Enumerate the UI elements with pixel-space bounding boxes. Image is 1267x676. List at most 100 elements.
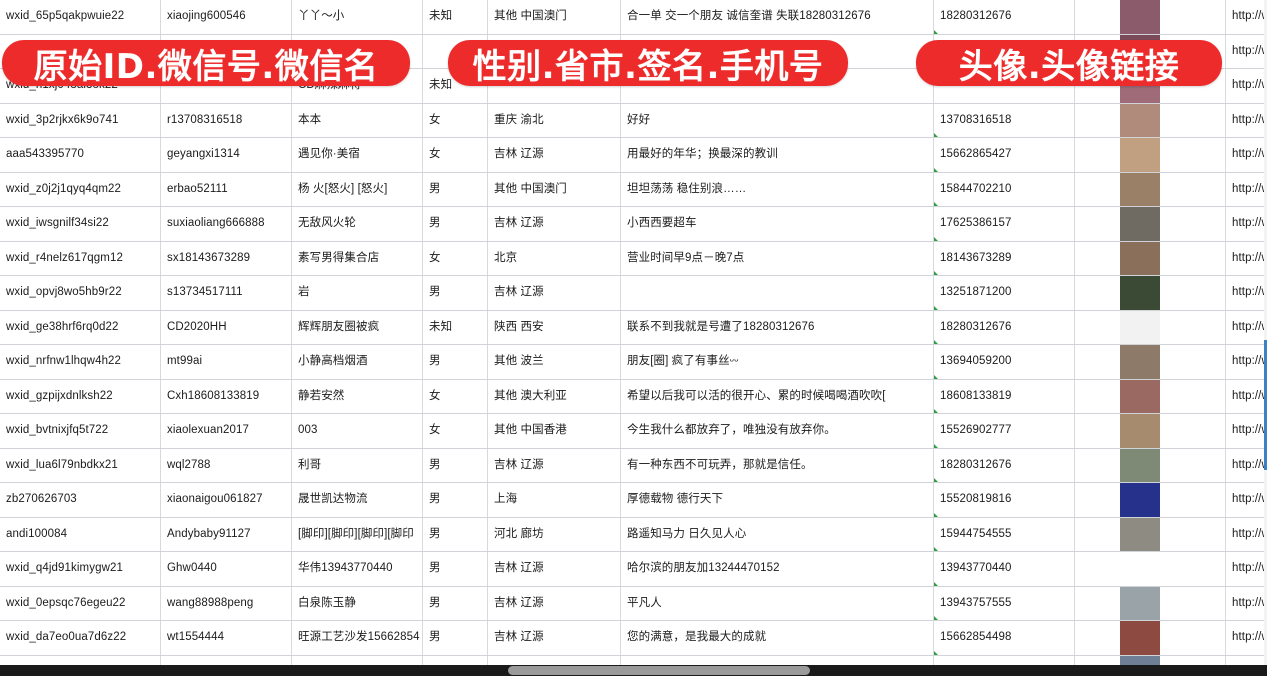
cell-wxno[interactable]: erbao52111 <box>160 172 292 207</box>
cell-gender[interactable]: 男 <box>422 275 488 311</box>
table-row[interactable]: wxid_gzpijxdnlksh22 Cxh18608133819 静若安然女其他… <box>0 379 1267 414</box>
cell-region[interactable]: 其他 中国澳门 <box>487 172 621 207</box>
cell-wxno[interactable]: Andybaby91127 <box>160 517 292 552</box>
cell-nick[interactable]: 无敌风火轮 <box>291 206 423 242</box>
cell-wxno[interactable]: xiaojing600546 <box>160 0 292 35</box>
cell-url[interactable]: http://wx.qlogo.cn/mmhead <box>1225 34 1267 69</box>
cell-nick[interactable]: 杨 火[怒火] [怒火] <box>291 172 423 207</box>
table-row[interactable]: wxid_0epsqc76egeu22 wang88988peng 白泉陈玉静男吉林… <box>0 586 1267 621</box>
cell-gender[interactable]: 女 <box>422 379 488 414</box>
cell-wxno[interactable]: xiaolexuan2017 <box>160 413 292 449</box>
cell-origid[interactable]: wxid_da7eo0ua7d6z22 <box>0 620 161 656</box>
cell-nick[interactable]: 小静高档烟酒 <box>291 344 423 380</box>
avatar-cell[interactable] <box>1074 241 1226 276</box>
cell-origid[interactable]: wxid_r4nelz617qgm12 <box>0 241 161 276</box>
avatar-cell[interactable] <box>1074 551 1226 587</box>
cell-gender[interactable]: 男 <box>422 172 488 207</box>
avatar-cell[interactable] <box>1074 137 1226 173</box>
avatar-cell[interactable] <box>1074 206 1226 242</box>
cell-url[interactable]: http://wx.qlogo.cn/mmhead <box>1225 586 1267 621</box>
cell-nick[interactable]: 遇见你·美宿 <box>291 137 423 173</box>
cell-url[interactable]: http://wx.qlogo.cn/mmhead <box>1225 448 1267 483</box>
cell-gender[interactable]: 男 <box>422 482 488 518</box>
table-row[interactable]: wxid_nrfnw1lhqw4h22 mt99ai 小静高档烟酒男其他 波兰 朋友[… <box>0 344 1267 380</box>
cell-region[interactable]: 重庆 渝北 <box>487 103 621 138</box>
vertical-scrollbar-thumb[interactable] <box>1264 340 1267 470</box>
cell-url[interactable]: http://wx.qlogo.cn/mmhead <box>1225 413 1267 449</box>
cell-phone[interactable]: 15520819816 <box>933 482 1075 518</box>
cell-sign[interactable] <box>620 275 934 311</box>
cell-phone[interactable]: 13251871200 <box>933 275 1075 311</box>
cell-wxno[interactable]: wt1554444 <box>160 620 292 656</box>
cell-sign[interactable]: 路遥知马力 日久见人心 <box>620 517 934 552</box>
cell-origid[interactable]: wxid_z0j2j1qyq4qm22 <box>0 172 161 207</box>
cell-gender[interactable]: 男 <box>422 344 488 380</box>
cell-region[interactable]: 吉林 辽源 <box>487 551 621 587</box>
cell-wxno[interactable]: r13708316518 <box>160 103 292 138</box>
cell-nick[interactable]: 岩 <box>291 275 423 311</box>
table-row[interactable]: wxid_bvtnixjfq5t722 xiaolexuan2017 003 女其他 … <box>0 413 1267 449</box>
cell-nick[interactable]: 静若安然 <box>291 379 423 414</box>
table-row[interactable]: wxid_da7eo0ua7d6z22 wt1554444 旺源工艺沙发156628… <box>0 620 1267 656</box>
table-row[interactable]: wxid_iwsgnilf34si22 suxiaoliang666888 无敌风火… <box>0 206 1267 242</box>
cell-origid[interactable]: wxid_lua6l79nbdkx21 <box>0 448 161 483</box>
table-row[interactable]: wxid_65p5qakpwuie22 xiaojing600546 丫丫～小 未知其… <box>0 0 1267 35</box>
cell-phone[interactable]: 18608133819 <box>933 379 1075 414</box>
cell-sign[interactable]: 合一单 交一个朋友 诚信奎谱 失联18280312676 <box>620 0 934 35</box>
cell-url[interactable]: http://wx.qlogo.cn/mmhead <box>1225 379 1267 414</box>
cell-url[interactable]: http://wx.qlogo.cn/mmhead <box>1225 103 1267 138</box>
cell-wxno[interactable]: Ghw0440 <box>160 551 292 587</box>
avatar-cell[interactable] <box>1074 379 1226 414</box>
cell-url[interactable]: http://wx.qlogo.cn/mmhead <box>1225 68 1267 104</box>
cell-origid[interactable]: wxid_bvtnixjfq5t722 <box>0 413 161 449</box>
cell-region[interactable]: 其他 澳大利亚 <box>487 379 621 414</box>
cell-phone[interactable]: 18280312676 <box>933 0 1075 35</box>
cell-origid[interactable]: andi100084 <box>0 517 161 552</box>
cell-nick[interactable]: 晟世凯达物流 <box>291 482 423 518</box>
table-row[interactable]: wxid_lua6l79nbdkx21 wql2788 利哥男吉林 辽源 有一种东西不… <box>0 448 1267 483</box>
cell-nick[interactable]: 白泉陈玉静 <box>291 586 423 621</box>
cell-region[interactable]: 吉林 辽源 <box>487 620 621 656</box>
cell-sign[interactable]: 厚德载物 德行天下 <box>620 482 934 518</box>
avatar-cell[interactable] <box>1074 344 1226 380</box>
cell-gender[interactable]: 女 <box>422 103 488 138</box>
cell-origid[interactable]: wxid_0epsqc76egeu22 <box>0 586 161 621</box>
cell-nick[interactable]: [脚印][脚印][脚印][脚印 <box>291 517 423 552</box>
cell-region[interactable]: 其他 中国香港 <box>487 413 621 449</box>
cell-sign[interactable]: 朋友[圈] 疯了有事丝ᵕᵕ <box>620 344 934 380</box>
cell-gender[interactable]: 男 <box>422 448 488 483</box>
cell-region[interactable]: 上海 <box>487 482 621 518</box>
cell-url[interactable]: http://wx.qlogo.cn/mmhead <box>1225 275 1267 311</box>
cell-origid[interactable]: wxid_3p2rjkx6k9o741 <box>0 103 161 138</box>
cell-gender[interactable]: 男 <box>422 620 488 656</box>
cell-gender[interactable]: 男 <box>422 517 488 552</box>
cell-phone[interactable]: 18143673289 <box>933 241 1075 276</box>
table-row[interactable]: wxid_ge38hrf6rq0d22 CD2020HH 辉辉朋友圈被疯 未知 陕西 西… <box>0 310 1267 345</box>
cell-region[interactable]: 河北 廊坊 <box>487 517 621 552</box>
cell-url[interactable]: http://wx.qlogo.cn/mmhead <box>1225 310 1267 345</box>
avatar-cell[interactable] <box>1074 0 1226 35</box>
cell-url[interactable]: http://wx.qlogo.cn/mmhead <box>1225 482 1267 518</box>
vertical-scrollbar[interactable] <box>1264 0 1267 665</box>
cell-origid[interactable]: aaa543395770 <box>0 137 161 173</box>
cell-sign[interactable]: 营业时间早9点－晚7点 <box>620 241 934 276</box>
cell-phone[interactable]: 18280312676 <box>933 448 1075 483</box>
cell-phone[interactable]: 13694059200 <box>933 344 1075 380</box>
avatar-cell[interactable] <box>1074 275 1226 311</box>
horizontal-scrollbar-thumb[interactable] <box>508 666 810 675</box>
cell-sign[interactable]: 小西西要超车 <box>620 206 934 242</box>
cell-wxno[interactable]: Cxh18608133819 <box>160 379 292 414</box>
cell-region[interactable]: 吉林 辽源 <box>487 206 621 242</box>
cell-gender[interactable]: 未知 <box>422 0 488 35</box>
cell-region[interactable]: 吉林 辽源 <box>487 275 621 311</box>
cell-region[interactable]: 吉林 辽源 <box>487 586 621 621</box>
cell-phone[interactable]: 13943757555 <box>933 586 1075 621</box>
cell-url[interactable]: http://wx.qlogo.cn/mmhead <box>1225 620 1267 656</box>
cell-phone[interactable]: 13943770440 <box>933 551 1075 587</box>
avatar-cell[interactable] <box>1074 310 1226 345</box>
cell-wxno[interactable]: wang88988peng <box>160 586 292 621</box>
table-row[interactable]: wxid_q4jd91kimygw21 Ghw0440 华伟13943770440 男… <box>0 551 1267 587</box>
cell-region[interactable]: 北京 <box>487 241 621 276</box>
cell-nick[interactable]: 旺源工艺沙发15662854 <box>291 620 423 656</box>
